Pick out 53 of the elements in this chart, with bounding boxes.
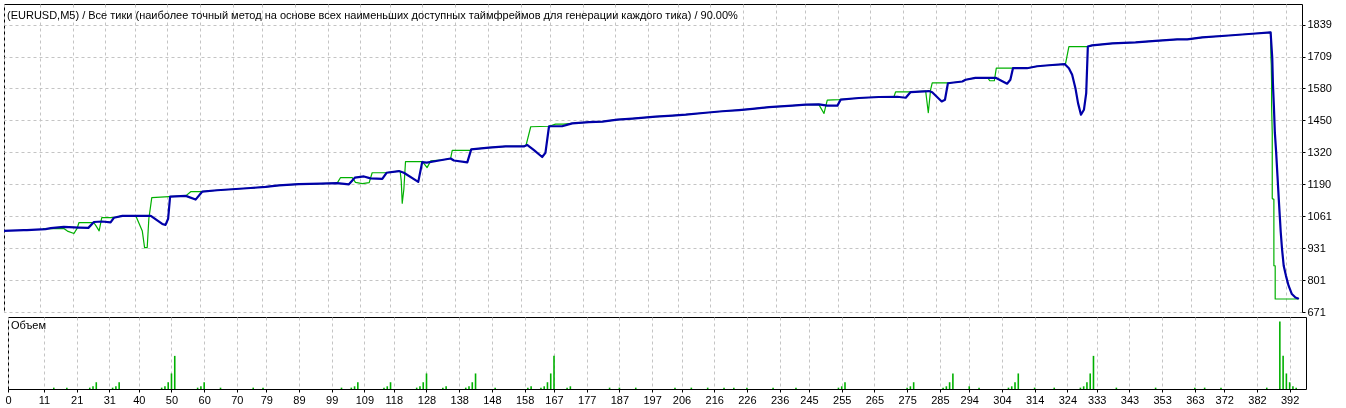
x-tick-label: 197 xyxy=(643,393,662,406)
y-tick-label: 931 xyxy=(1307,241,1326,254)
y-tick-label: 1450 xyxy=(1307,113,1332,126)
x-tick-label: 304 xyxy=(993,393,1012,406)
x-tick-label: 314 xyxy=(1025,393,1045,406)
x-tick-label: 206 xyxy=(672,393,692,406)
x-tick-label: 99 xyxy=(326,393,339,406)
x-tick-label: 187 xyxy=(610,393,630,406)
x-tick-label: 109 xyxy=(355,393,375,406)
x-tick-label: 177 xyxy=(578,393,597,406)
x-tick-label: 324 xyxy=(1058,393,1077,406)
y-tick-label: 1190 xyxy=(1307,177,1332,190)
x-tick-label: 392 xyxy=(1280,393,1300,406)
x-tick-label: 275 xyxy=(898,393,917,406)
x-tick-label: 50 xyxy=(165,393,179,406)
x-tick-label: 343 xyxy=(1120,393,1140,406)
y-tick-label: 671 xyxy=(1307,305,1326,318)
y-tick-label: 1580 xyxy=(1307,81,1332,94)
x-tick-label: 128 xyxy=(417,393,437,406)
x-tick-label: 79 xyxy=(260,393,273,406)
x-tick-label: 236 xyxy=(770,393,790,406)
chart-title: Объем xyxy=(11,319,47,331)
x-tick-label: 70 xyxy=(231,393,244,406)
y-tick-label: 801 xyxy=(1307,273,1326,286)
x-tick-label: 333 xyxy=(1088,393,1107,406)
x-tick-label: 226 xyxy=(738,393,757,406)
x-tick-label: 118 xyxy=(385,393,404,406)
x-tick-label: 138 xyxy=(450,393,469,406)
x-tick-label: 31 xyxy=(103,393,116,406)
x-tick-label: 265 xyxy=(865,393,885,406)
x-tick-label: 148 xyxy=(483,393,502,406)
x-tick-label: 40 xyxy=(133,393,146,406)
x-tick-label: 11 xyxy=(38,393,51,406)
x-tick-label: 372 xyxy=(1215,393,1234,406)
x-tick-label: 0 xyxy=(5,393,12,406)
x-tick-label: 89 xyxy=(293,393,306,406)
x-tick-label: 382 xyxy=(1248,393,1267,406)
y-tick-label: 1320 xyxy=(1307,145,1332,158)
x-tick-label: 167 xyxy=(545,393,564,406)
x-tick-label: 353 xyxy=(1153,393,1172,406)
y-tick-label: 1061 xyxy=(1307,209,1332,222)
y-tick-label: 1709 xyxy=(1307,50,1332,63)
x-tick-label: 158 xyxy=(515,393,535,406)
x-tick-label: 294 xyxy=(960,393,979,406)
x-tick-label: 363 xyxy=(1186,393,1205,406)
x-tick-label: 21 xyxy=(71,393,84,406)
x-tick-label: 255 xyxy=(833,393,852,406)
x-tick-label: 245 xyxy=(800,393,819,406)
x-tick-label: 285 xyxy=(931,393,950,406)
chart-title: (EURUSD,M5) / Все тики (наиболее точный метод на основе всех наименьших доступных таймфреймов для генерации каждого тика) / 90.00% xyxy=(7,9,739,21)
x-tick-label: 60 xyxy=(198,393,211,406)
x-tick-label: 216 xyxy=(705,393,724,406)
y-tick-label: 1839 xyxy=(1307,18,1332,31)
